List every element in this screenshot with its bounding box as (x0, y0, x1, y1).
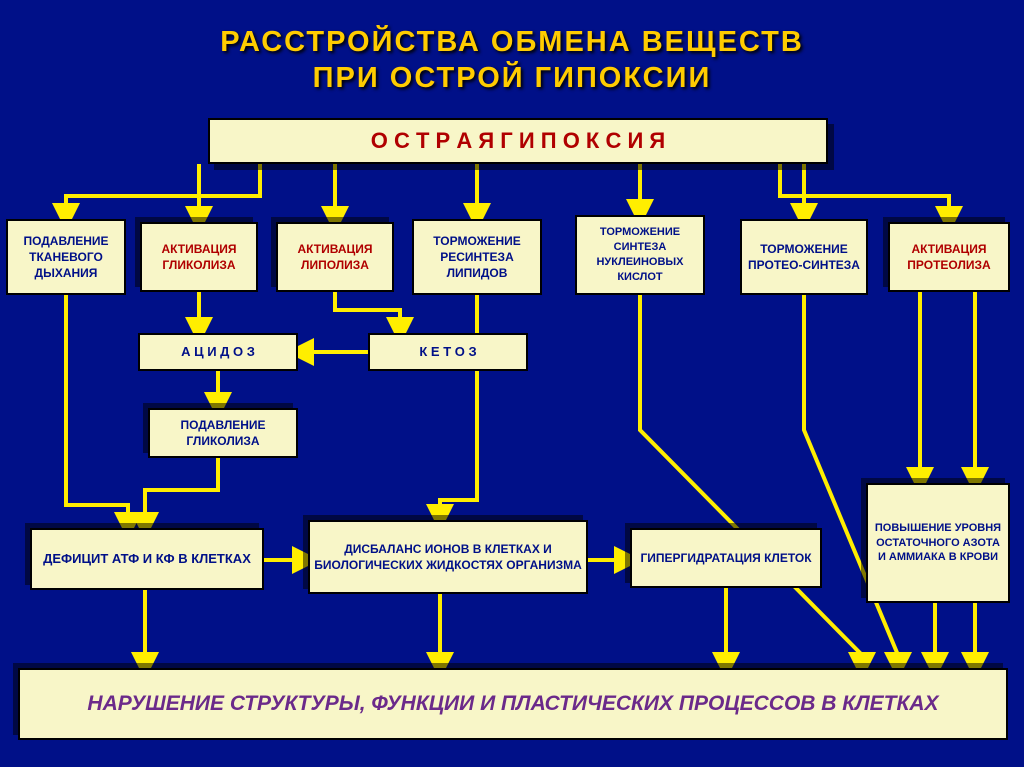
node-r1_6: ТОРМОЖЕНИЕ ПРОТЕО-СИНТЕЗА (740, 219, 868, 295)
node-disbal: ДИСБАЛАНС ИОНОВ В КЛЕТКАХ И БИОЛОГИЧЕСКИ… (308, 520, 588, 594)
edge-11 (66, 295, 128, 528)
node-label: НАРУШЕНИЕ СТРУКТУРЫ, ФУНКЦИИ И ПЛАСТИЧЕС… (87, 690, 938, 718)
node-r1_4: ТОРМОЖЕНИЕ РЕСИНТЕЗА ЛИПИДОВ (412, 219, 542, 295)
node-label: ТОРМОЖЕНИЕ РЕСИНТЕЗА ЛИПИДОВ (418, 233, 536, 282)
node-label: А Ц И Д О З (181, 343, 255, 361)
node-label: О С Т Р А Я Г И П О К С И Я (371, 126, 665, 156)
node-root: О С Т Р А Я Г И П О К С И Я (208, 118, 828, 164)
edge-16 (640, 295, 862, 668)
node-label: ДЕФИЦИТ АТФ И КФ В КЛЕТКАХ (43, 550, 251, 568)
edge-13 (440, 295, 477, 520)
node-hyperg: ГИПЕРГИДРАТАЦИЯ КЛЕТОК (630, 528, 822, 588)
node-r1_2: АКТИВАЦИЯ ГЛИКОЛИЗА (140, 222, 258, 292)
node-label: ДИСБАЛАНС ИОНОВ В КЛЕТКАХ И БИОЛОГИЧЕСКИ… (314, 541, 582, 573)
node-label: ПОВЫШЕНИЕ УРОВНЯ ОСТАТОЧНОГО АЗОТА И АММ… (872, 521, 1004, 566)
node-final: НАРУШЕНИЕ СТРУКТУРЫ, ФУНКЦИИ И ПЛАСТИЧЕС… (18, 668, 1008, 740)
node-r1_3: АКТИВАЦИЯ ЛИПОЛИЗА (276, 222, 394, 292)
edge-6 (780, 164, 949, 222)
node-acidoz: А Ц И Д О З (138, 333, 298, 371)
arrow-layer (0, 0, 1024, 767)
node-azot: ПОВЫШЕНИЕ УРОВНЯ ОСТАТОЧНОГО АЗОТА И АММ… (866, 483, 1010, 603)
edge-12 (145, 458, 218, 528)
node-label: ГИПЕРГИДРАТАЦИЯ КЛЕТОК (640, 550, 811, 566)
node-label: АКТИВАЦИЯ ПРОТЕОЛИЗА (894, 241, 1004, 273)
title-line2: ПРИ ОСТРОЙ ГИПОКСИИ (0, 60, 1024, 96)
edge-8 (335, 292, 400, 333)
node-ketoz: К Е Т О З (368, 333, 528, 371)
node-label: ТОРМОЖЕНИЕ ПРОТЕО-СИНТЕЗА (746, 241, 862, 273)
node-r1_5: ТОРМОЖЕНИЕ СИНТЕЗА НУКЛЕИНОВЫХ КИСЛОТ (575, 215, 705, 295)
node-podav: ПОДАВЛЕНИЕ ГЛИКОЛИЗА (148, 408, 298, 458)
node-deficit: ДЕФИЦИТ АТФ И КФ В КЛЕТКАХ (30, 528, 264, 590)
edge-17 (804, 295, 898, 668)
node-label: ПОДАВЛЕНИЕ ТКАНЕВОГО ДЫХАНИЯ (12, 233, 120, 282)
node-label: К Е Т О З (419, 343, 476, 361)
node-label: АКТИВАЦИЯ ГЛИКОЛИЗА (146, 241, 252, 273)
node-label: ТОРМОЖЕНИЕ СИНТЕЗА НУКЛЕИНОВЫХ КИСЛОТ (581, 225, 699, 284)
edge-0 (66, 164, 260, 219)
title-line1: РАССТРОЙСТВА ОБМЕНА ВЕЩЕСТВ (0, 24, 1024, 60)
node-r1_1: ПОДАВЛЕНИЕ ТКАНЕВОГО ДЫХАНИЯ (6, 219, 126, 295)
page-title: РАССТРОЙСТВА ОБМЕНА ВЕЩЕСТВ ПРИ ОСТРОЙ Г… (0, 0, 1024, 97)
node-r1_7: АКТИВАЦИЯ ПРОТЕОЛИЗА (888, 222, 1010, 292)
node-label: ПОДАВЛЕНИЕ ГЛИКОЛИЗА (154, 417, 292, 449)
node-label: АКТИВАЦИЯ ЛИПОЛИЗА (282, 241, 388, 273)
